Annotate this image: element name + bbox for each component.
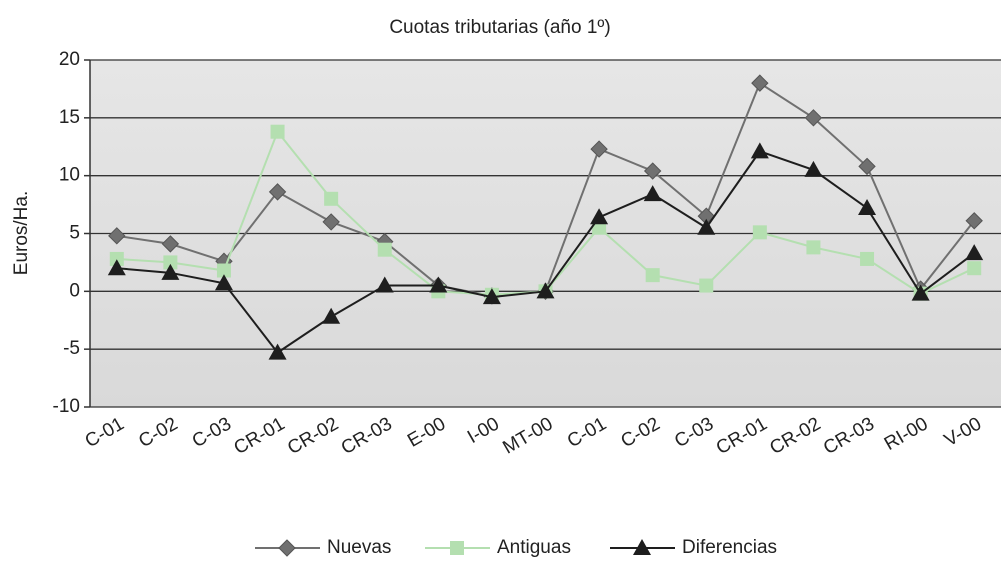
- x-tick-label: CR-02: [766, 413, 824, 459]
- marker-triangle: [804, 160, 823, 177]
- marker-triangle: [643, 185, 662, 202]
- marker-triangle: [590, 208, 609, 225]
- marker-triangle: [161, 263, 180, 280]
- marker-square: [270, 124, 285, 139]
- marker-diamond: [751, 74, 769, 92]
- legend-label: Diferencias: [682, 537, 777, 558]
- marker-triangle: [214, 274, 233, 291]
- marker-triangle: [322, 307, 341, 324]
- marker-square: [699, 278, 714, 293]
- marker-diamond: [108, 227, 126, 245]
- marker-square: [806, 240, 821, 255]
- x-tick-label: C-01: [82, 413, 128, 452]
- marker-square: [324, 191, 339, 206]
- marker-triangle: [429, 276, 448, 293]
- y-tick-label: 5: [69, 223, 80, 244]
- y-tick-label: -5: [63, 338, 80, 359]
- x-tick-label: C-02: [618, 413, 664, 452]
- marker-square: [377, 242, 392, 257]
- marker-square: [860, 251, 875, 266]
- x-tick-label: CR-01: [713, 413, 771, 459]
- marker-square: [450, 541, 464, 555]
- marker-triangle: [965, 244, 984, 261]
- marker-diamond: [590, 140, 608, 158]
- marker-diamond: [965, 212, 983, 230]
- x-tick-label: CR-01: [231, 413, 289, 459]
- legend-label: Nuevas: [327, 537, 391, 558]
- y-tick-label: 0: [69, 280, 80, 301]
- marker-triangle: [268, 343, 287, 360]
- marker-diamond: [268, 183, 287, 201]
- x-tick-label: MT-00: [499, 413, 556, 458]
- marker-diamond: [278, 539, 296, 557]
- chart-title: Cuotas tributarias (año 1º): [389, 17, 610, 38]
- y-tick-label: 15: [59, 107, 80, 128]
- marker-triangle: [697, 218, 716, 235]
- marker-square: [752, 225, 767, 240]
- marker-square: [109, 251, 124, 266]
- marker-diamond: [804, 109, 823, 127]
- marker-square: [967, 261, 982, 276]
- y-axis-label: Euros/Ha.: [11, 191, 32, 275]
- marker-diamond: [161, 235, 180, 253]
- marker-diamond: [858, 157, 876, 176]
- marker-triangle: [536, 282, 555, 299]
- x-tick-label: RI-00: [881, 413, 932, 454]
- x-tick-label: C-01: [564, 413, 610, 452]
- marker-triangle: [107, 259, 126, 276]
- marker-triangle: [633, 539, 651, 555]
- x-tick-label: V-00: [941, 413, 985, 451]
- marker-square: [216, 263, 231, 278]
- marker-triangle: [858, 199, 877, 216]
- x-tick-label: C-03: [671, 413, 717, 452]
- marker-square: [645, 268, 660, 283]
- marker-diamond: [643, 162, 662, 180]
- y-tick-label: 20: [59, 49, 80, 70]
- y-tick-label: -10: [53, 396, 80, 417]
- marker-triangle: [482, 288, 501, 305]
- marker-triangle: [375, 276, 394, 293]
- marker-triangle: [911, 284, 930, 301]
- x-tick-label: CR-03: [820, 413, 878, 459]
- x-tick-label: CR-02: [284, 413, 342, 459]
- marker-square: [163, 255, 178, 270]
- x-tick-label: I-00: [464, 413, 503, 448]
- legend-label: Antiguas: [497, 537, 571, 558]
- x-tick-label: E-00: [404, 413, 449, 451]
- marker-diamond: [322, 213, 340, 231]
- x-tick-label: CR-03: [338, 413, 396, 459]
- y-tick-label: 10: [59, 165, 80, 186]
- marker-triangle: [750, 142, 769, 159]
- x-tick-label: C-03: [189, 413, 235, 452]
- x-tick-label: C-02: [135, 413, 181, 452]
